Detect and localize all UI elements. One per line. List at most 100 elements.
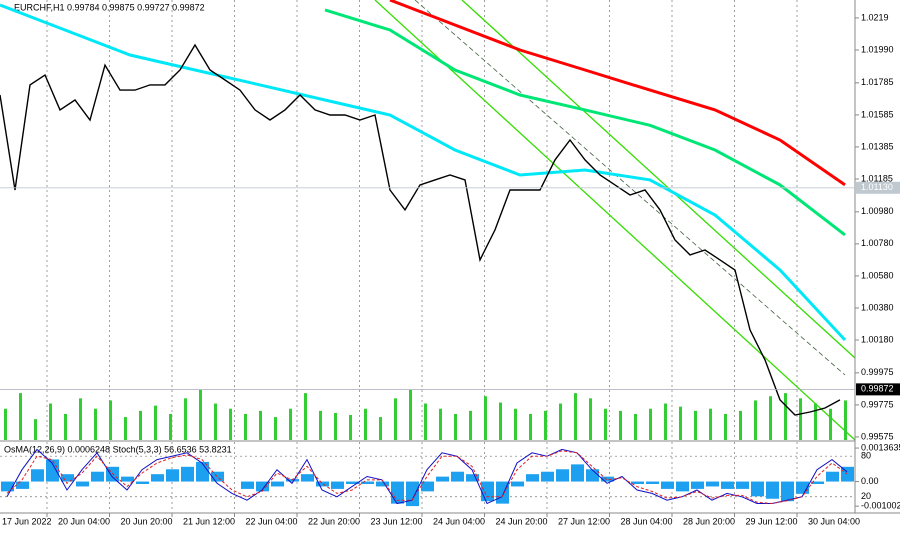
moving-average [389,0,846,187]
osma-bar [661,481,674,489]
x-tick-label: 30 Jun 04:00 [808,516,860,526]
volume-bar [304,393,307,440]
volume-bar [379,417,382,440]
volume-bar [19,393,22,440]
osma-bar [766,481,779,499]
stochastic-line [6,450,848,505]
osma-bar [181,466,194,482]
osma-bar [781,481,794,502]
channel-line [461,0,856,359]
osma-bar [526,474,539,482]
moving-average [0,3,847,342]
x-tick-label: 21 Jun 12:00 [183,516,235,526]
osma-bar [646,481,659,484]
volume-bar [154,405,157,440]
osma-bar [211,471,224,482]
chart-title: EURCHF,H1 0.99784 0.99875 0.99727 0.9987… [14,2,205,12]
y-tick-label: 1.00580 [861,270,894,280]
osma-bar [826,471,839,482]
osma-bar [301,474,314,482]
price-label: 0.99872 [861,384,894,394]
x-tick-label: 17 Jun 2022 [2,516,52,526]
volume-bar [64,413,67,440]
volume-bar [814,403,817,440]
y-tick-label: 1.00180 [861,334,894,344]
volume-bar [619,410,622,440]
volume-bar [589,398,592,440]
osma-bar [421,481,434,492]
osma-bar [121,476,134,482]
price-label: 1.01130 [861,182,893,192]
volume-bar [94,408,97,440]
y-tick-label: 1.01990 [861,44,894,54]
osma-bar [256,481,269,492]
osma-bar [271,481,284,487]
osma-bar [151,474,164,482]
osma-bar [166,469,179,482]
volume-bar [769,396,772,440]
y-tick-label: 1.01585 [861,109,894,119]
volume-bar [424,403,427,440]
volume-bar [349,415,352,440]
x-tick-label: 24 Jun 04:00 [433,516,485,526]
volume-bar [79,398,82,440]
osma-bar [436,476,449,482]
volume-bar [649,408,652,440]
volume-bar [544,410,547,440]
x-tick-label: 24 Jun 20:00 [496,516,548,526]
osma-bar [331,481,344,489]
channel-line [374,0,856,441]
x-tick-label: 23 Jun 12:00 [371,516,423,526]
osma-bar [676,481,689,492]
osma-bar [451,471,464,482]
volume-bar [169,413,172,440]
volume-bar [184,398,187,440]
osma-bar [406,481,419,507]
osma-bar [91,471,104,482]
volume-bar [514,408,517,440]
x-tick-label: 28 Jun 20:00 [683,516,735,526]
volume-bar [484,396,487,440]
volume-bar [709,408,712,440]
y-tick-label: 0.00 [861,476,879,486]
osma-bar [286,479,299,482]
volume-bar [724,413,727,440]
volume-bar [214,403,217,440]
y-tick-label: -0.001002 [861,501,900,511]
volume-bar [664,403,667,440]
osma-bar [706,481,719,487]
osma-bar [511,481,524,487]
volume-bar [109,400,112,440]
osma-bar [811,481,824,484]
price-label-box [856,181,900,194]
x-tick-label: 28 Jun 04:00 [621,516,673,526]
osma-bar [691,481,704,489]
volume-bar [529,413,532,440]
trend-line [414,0,846,376]
moving-average [324,8,846,237]
volume-bar [829,408,832,440]
osma-bar [136,481,149,484]
price-label-box [856,383,900,396]
osma-bar [601,476,614,482]
volume-bar [679,406,682,440]
osma-bar [76,481,89,487]
volume-bar [454,413,457,440]
volume-bar [439,408,442,440]
volume-bar [694,410,697,440]
x-tick-label: 20 Jun 20:00 [121,516,173,526]
osma-bar [391,481,404,504]
osma-bar [571,464,584,482]
y2-tick-label: 80 [861,451,871,461]
volume-bar [469,410,472,440]
volume-bar [259,410,262,440]
volume-bar [244,413,247,440]
osma-bar [841,466,854,482]
y-tick-label: 0.99975 [861,367,894,377]
volume-bar [199,390,202,440]
osma-bar [376,481,389,487]
x-tick-label: 27 Jun 12:00 [558,516,610,526]
volume-bar [559,403,562,440]
